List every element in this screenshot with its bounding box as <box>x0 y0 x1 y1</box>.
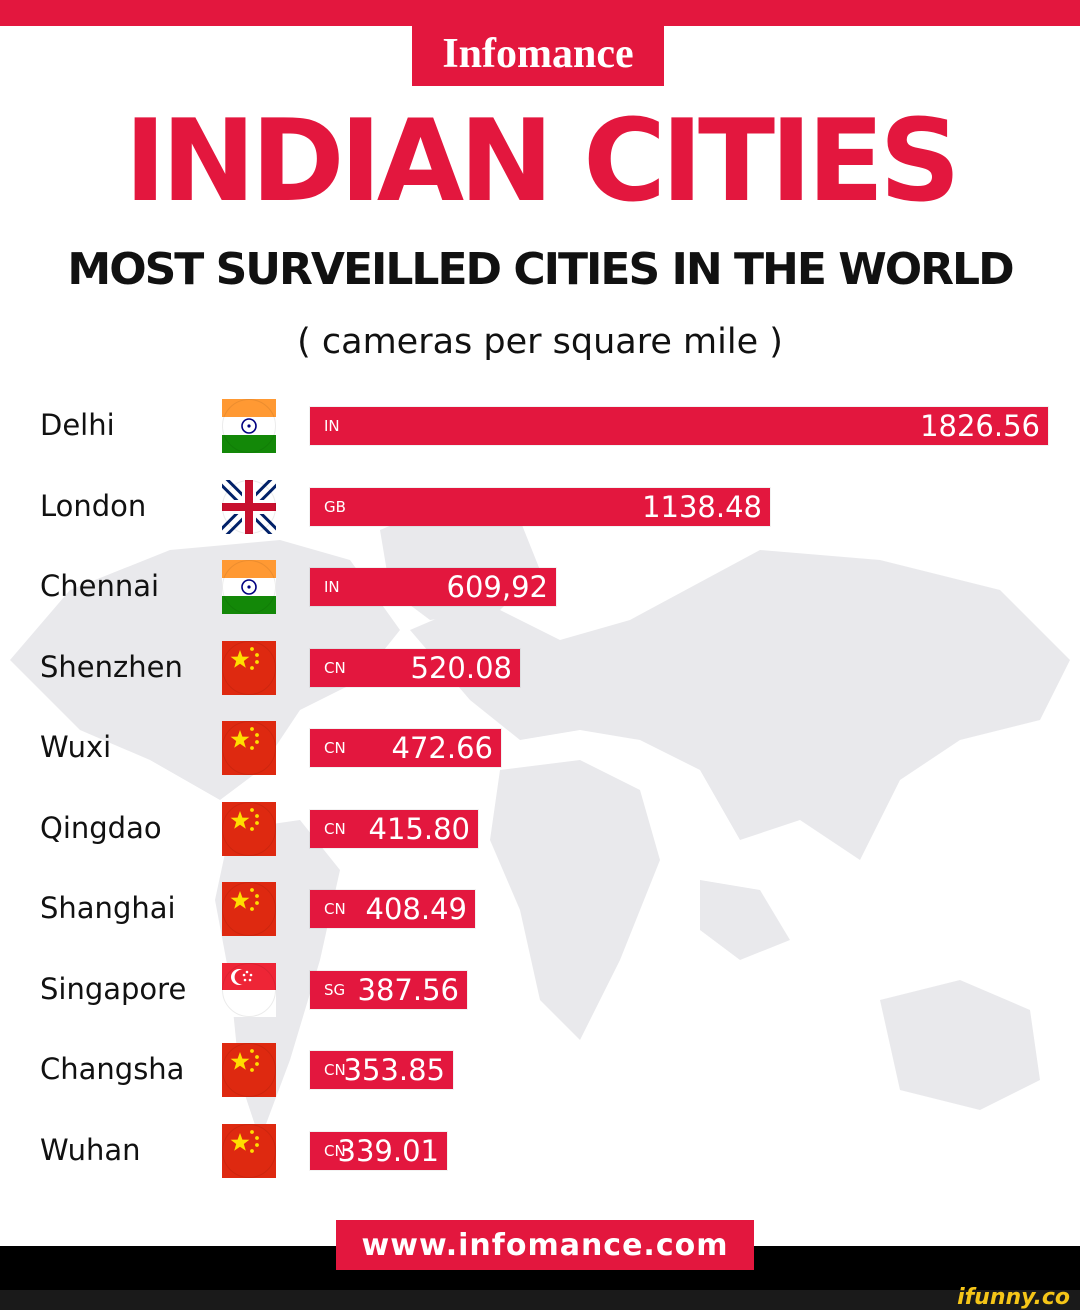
bar: CN 408.49 <box>310 890 475 928</box>
bar: SG 387.56 <box>310 970 467 1009</box>
bar-row: Wuhan CN 339.01 <box>0 1110 1080 1190</box>
flag-in-icon <box>222 399 276 453</box>
flag-cn-icon <box>222 801 276 856</box>
headline: INDIAN CITIES <box>124 95 961 227</box>
bar-row: Shanghai CN 408.49 <box>0 868 1080 948</box>
flag-cn-icon <box>222 882 276 936</box>
data-label: 1826.56 <box>920 409 1040 443</box>
category-label: Wuxi <box>40 730 112 764</box>
bar: CN 415.80 <box>310 809 478 848</box>
bar: CN 339.01 <box>310 1131 447 1170</box>
bar-row: Changsha CN 353.85 <box>0 1029 1080 1109</box>
country-code-label: GB <box>324 497 346 516</box>
country-code-label: SG <box>324 980 346 999</box>
country-code-label: CN <box>324 1061 346 1079</box>
category-label: Singapore <box>40 971 187 1006</box>
flag-gb-icon <box>222 479 276 534</box>
category-label: Shanghai <box>40 891 176 925</box>
category-label: Qingdao <box>40 810 162 845</box>
bar-row: Qingdao CN 415.80 <box>0 788 1080 868</box>
flag-in-icon <box>222 560 276 614</box>
country-code-label: IN <box>324 417 340 435</box>
data-label: 353.85 <box>343 1053 445 1087</box>
bar-row: Chennai IN 609,92 <box>0 546 1080 626</box>
bar-row: Singapore SG 387.56 <box>0 949 1080 1029</box>
watermark: ifunny.co <box>957 1285 1070 1310</box>
category-label: London <box>40 488 147 523</box>
country-code-label: CN <box>324 900 346 918</box>
flag-cn-icon <box>222 640 276 695</box>
watermark-strip <box>0 1290 1080 1310</box>
data-label: 408.49 <box>365 892 467 926</box>
bar-row: London GB 1138.48 <box>0 466 1080 546</box>
bar: IN 609,92 <box>310 568 556 606</box>
category-label: Delhi <box>40 408 115 442</box>
top-accent-bar <box>0 0 1080 26</box>
bar-row: Delhi IN 1826.56 <box>0 385 1080 465</box>
category-label: Changsha <box>40 1052 185 1086</box>
bar: CN 520.08 <box>310 648 520 687</box>
bar: CN 353.85 <box>310 1051 453 1089</box>
category-label: Chennai <box>40 569 160 603</box>
flag-cn-icon <box>222 721 276 775</box>
data-label: 1138.48 <box>642 489 762 524</box>
data-label: 472.66 <box>391 731 493 765</box>
data-label: 339.01 <box>337 1133 439 1168</box>
data-label: 415.80 <box>368 811 470 846</box>
website-url[interactable]: www.infomance.com <box>336 1220 754 1270</box>
country-code-label: CN <box>324 1141 346 1160</box>
country-code-label: CN <box>324 739 346 757</box>
category-label: Wuhan <box>40 1132 141 1167</box>
bar-row: Wuxi CN 472.66 <box>0 707 1080 787</box>
category-label: Shenzhen <box>40 649 183 684</box>
data-label: 609,92 <box>446 570 548 604</box>
data-label: 520.08 <box>410 650 512 685</box>
flag-sg-icon <box>222 962 276 1017</box>
country-code-label: CN <box>324 819 346 838</box>
bar: GB 1138.48 <box>310 487 770 526</box>
chart-subtitle: ( cameras per square mile ) <box>297 322 783 362</box>
flag-cn-icon <box>222 1043 276 1097</box>
chart-title: MOST SURVEILLED CITIES IN THE WORLD <box>67 244 1014 295</box>
flag-cn-icon <box>222 1123 276 1178</box>
bar: IN 1826.56 <box>310 407 1048 445</box>
bar: CN 472.66 <box>310 729 501 767</box>
country-code-label: CN <box>324 658 346 677</box>
country-code-label: IN <box>324 578 340 596</box>
data-label: 387.56 <box>357 972 459 1007</box>
brand-logo: Infomance <box>412 26 664 86</box>
bar-row: Shenzhen CN 520.08 <box>0 627 1080 707</box>
